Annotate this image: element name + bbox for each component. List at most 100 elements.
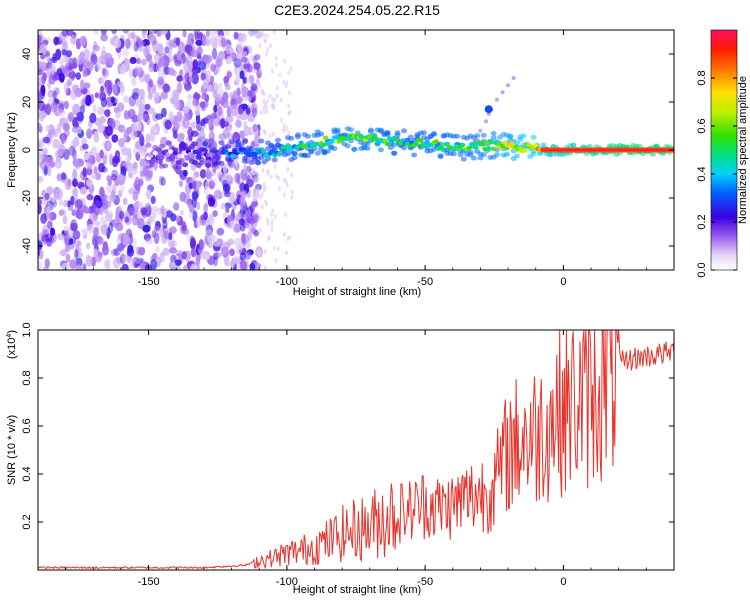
- noise-blob: [182, 105, 189, 115]
- ridge-halo: [202, 141, 208, 147]
- noise-blob: [63, 199, 68, 208]
- noise-blob: [73, 198, 80, 205]
- noise-blob: [53, 36, 60, 46]
- noise-blob: [258, 43, 262, 49]
- noise-blob: [67, 69, 74, 77]
- noise-blob: [195, 39, 203, 47]
- noise-blob: [139, 144, 148, 153]
- noise-blob: [74, 160, 81, 170]
- diagonal-feature-spot: [484, 105, 493, 114]
- noise-blob: [241, 86, 250, 98]
- noise-blob: [265, 108, 269, 114]
- noise-blob: [83, 152, 90, 161]
- y-tick-label: 1.0: [21, 322, 33, 337]
- noise-blob: [119, 253, 126, 265]
- noise-blob: [271, 208, 275, 214]
- noise-blob: [251, 192, 257, 202]
- noise-blob: [112, 84, 118, 95]
- noise-blob: [129, 257, 135, 269]
- noise-blob: [263, 249, 267, 254]
- snr-scale-factor: (x104): [6, 330, 18, 359]
- noise-blob: [38, 100, 46, 111]
- noise-blob: [160, 91, 168, 100]
- ridge-mark: [466, 145, 472, 150]
- noise-blob: [285, 126, 289, 131]
- noise-blob: [38, 198, 42, 206]
- noise-blob: [144, 73, 151, 84]
- noise-blob: [72, 230, 81, 240]
- noise-blob: [62, 215, 68, 225]
- ridge-mark: [413, 141, 419, 147]
- ridge-mark: [159, 154, 165, 159]
- noise-blob: [198, 136, 207, 143]
- noise-blob: [96, 236, 104, 245]
- noise-blob: [250, 103, 258, 114]
- noise-blob: [100, 224, 108, 236]
- noise-blob: [213, 104, 218, 113]
- noise-blob: [186, 99, 192, 111]
- noise-blob: [229, 220, 236, 229]
- ridge-halo: [507, 133, 514, 139]
- ridge-mark: [283, 144, 289, 150]
- ridge-halo: [474, 133, 481, 139]
- noise-blob: [186, 38, 192, 46]
- noise-blob: [68, 112, 74, 122]
- noise-blob: [45, 125, 51, 132]
- noise-blob: [163, 230, 169, 240]
- noise-blob: [86, 128, 93, 140]
- noise-blob: [227, 126, 233, 133]
- noise-blob: [40, 61, 47, 68]
- noise-blob: [260, 191, 264, 197]
- ridge-mark: [190, 153, 196, 158]
- ridge-halo: [367, 127, 374, 133]
- noise-blob: [81, 137, 87, 146]
- noise-blob: [236, 173, 241, 185]
- noise-blob: [55, 48, 62, 61]
- noise-blob: [243, 125, 250, 137]
- noise-blob: [216, 227, 225, 236]
- noise-blob: [59, 249, 67, 256]
- noise-blob: [290, 189, 294, 195]
- noise-blob: [80, 79, 85, 91]
- noise-blob: [262, 98, 266, 104]
- noise-blob: [82, 263, 87, 270]
- ridge-halo: [454, 133, 461, 139]
- ridge-mark: [285, 148, 291, 154]
- noise-blob: [241, 50, 248, 57]
- noise-blob: [239, 70, 245, 80]
- diagonal-feature-mark: [472, 138, 477, 143]
- ridge-halo: [520, 133, 527, 139]
- noise-blob: [121, 48, 130, 58]
- noise-blob: [46, 210, 52, 222]
- noise-blob: [239, 260, 247, 270]
- noise-blob: [171, 261, 176, 270]
- ridge-halo: [391, 142, 398, 148]
- noise-blob: [268, 93, 272, 99]
- noise-blob: [224, 189, 231, 198]
- noise-blob: [47, 220, 53, 230]
- noise-blob: [99, 216, 106, 225]
- noise-blob: [91, 146, 97, 157]
- noise-blob: [220, 202, 226, 210]
- noise-blob: [71, 209, 76, 216]
- noise-blob: [229, 248, 235, 257]
- noise-blob: [273, 164, 277, 170]
- snr-frame: [37, 329, 675, 571]
- y-tick-label: 20: [21, 96, 33, 108]
- noise-blob: [192, 59, 197, 71]
- noise-blob: [179, 209, 185, 216]
- noise-blob: [125, 38, 131, 50]
- noise-blob: [131, 92, 139, 100]
- noise-blob: [122, 197, 128, 206]
- noise-blob: [122, 30, 129, 34]
- ridge-halo: [291, 155, 298, 161]
- noise-blob: [53, 71, 58, 82]
- ridge-halo: [275, 137, 281, 143]
- noise-blob: [116, 256, 123, 264]
- noise-blob: [188, 57, 193, 69]
- noise-blob: [172, 70, 177, 77]
- noise-blob: [205, 54, 213, 64]
- noise-blob: [139, 262, 146, 270]
- ridge-mark: [276, 152, 282, 157]
- ridge-core-center: [541, 149, 674, 151]
